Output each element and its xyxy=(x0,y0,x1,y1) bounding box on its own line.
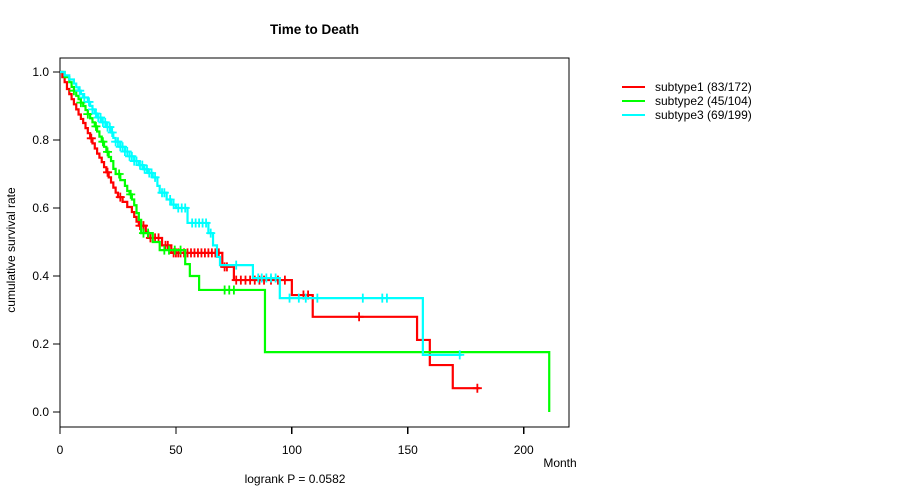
censor-plus-icon xyxy=(105,122,115,132)
censor-plus-icon xyxy=(159,188,169,198)
censor-plus-icon xyxy=(165,195,175,204)
legend-item-subtype1: subtype1 (83/172) xyxy=(622,80,752,94)
legend-line-swatch-subtype3 xyxy=(622,113,645,117)
censor-plus-icon xyxy=(312,293,322,303)
censor-plus-icon xyxy=(114,169,124,179)
censor-plus-icon xyxy=(100,117,110,127)
y-tick-label: 0.6 xyxy=(32,201,49,215)
x-tick-label: 0 xyxy=(57,443,64,457)
censor-plus-icon xyxy=(113,137,123,147)
km-step-path-subtype3 xyxy=(60,70,462,356)
km-step-path-subtype1 xyxy=(60,70,480,390)
censor-plus-icon xyxy=(382,293,392,303)
page-title: Time to Death xyxy=(269,22,359,37)
x-tick-label: 200 xyxy=(514,443,534,457)
censor-plus-icon xyxy=(98,137,108,147)
legend-label-subtype1: subtype1 (83/172) xyxy=(655,80,752,94)
censor-marks-subtype3 xyxy=(75,86,465,360)
censor-plus-icon xyxy=(75,86,85,96)
censor-plus-icon xyxy=(358,293,368,303)
y-tick-label: 0.4 xyxy=(32,269,49,283)
y-tick-label: 0.2 xyxy=(32,337,49,351)
censor-plus-icon xyxy=(79,93,89,102)
x-tick-label: 50 xyxy=(169,443,183,457)
censor-plus-icon xyxy=(271,273,281,283)
censor-plus-icon xyxy=(107,128,117,138)
censor-plus-icon xyxy=(118,142,128,152)
legend-item-subtype3: subtype3 (69/199) xyxy=(622,108,752,122)
survival-curve-subtype3 xyxy=(60,70,465,360)
legend-item-subtype2: subtype2 (45/104) xyxy=(622,94,752,108)
censor-plus-icon xyxy=(455,350,465,360)
censor-plus-icon xyxy=(354,312,364,322)
censor-plus-icon xyxy=(143,228,153,238)
axes: 0 50 100 150 200 0.0 0.2 0.4 0.6 0.8 1.0 xyxy=(32,65,534,457)
x-tick-label: 100 xyxy=(282,443,302,457)
legend-label-subtype3: subtype3 (69/199) xyxy=(655,108,752,122)
x-axis-label: Month xyxy=(543,456,577,470)
censor-plus-icon xyxy=(176,245,186,255)
legend-label-subtype2: subtype2 (45/104) xyxy=(655,94,752,108)
censor-plus-icon xyxy=(127,151,137,161)
censor-plus-icon xyxy=(163,240,173,250)
censor-plus-icon xyxy=(115,192,125,202)
x-tick-label: 150 xyxy=(398,443,418,457)
censor-plus-icon xyxy=(301,293,311,303)
censor-plus-icon xyxy=(91,121,101,131)
censor-plus-icon xyxy=(84,97,94,107)
censor-plus-icon xyxy=(103,147,113,157)
legend-line-swatch-subtype2 xyxy=(622,99,645,103)
censor-plus-icon xyxy=(76,98,86,108)
censor-plus-icon xyxy=(126,189,136,199)
survival-curve-subtype2 xyxy=(60,70,551,412)
censor-plus-icon xyxy=(206,228,216,238)
y-tick-label: 0.0 xyxy=(32,405,49,419)
censor-plus-icon xyxy=(86,133,96,143)
censor-plus-icon xyxy=(229,285,239,295)
censor-plus-icon xyxy=(201,218,211,228)
censor-plus-icon xyxy=(122,147,132,157)
y-tick-label: 0.8 xyxy=(32,133,49,147)
plot-box xyxy=(59,57,570,428)
legend-line-swatch-subtype1 xyxy=(622,85,645,89)
y-axis-label: cumulative survival rate xyxy=(4,187,18,313)
censor-plus-icon xyxy=(103,167,113,177)
censor-plus-icon xyxy=(96,113,106,123)
censor-plus-icon xyxy=(150,172,160,182)
censor-plus-icon xyxy=(180,203,190,213)
censor-plus-icon xyxy=(222,262,232,272)
censor-plus-icon xyxy=(472,383,482,393)
censor-plus-icon xyxy=(285,293,295,303)
censor-plus-icon xyxy=(83,109,93,119)
censor-plus-icon xyxy=(231,260,241,270)
logrank-annotation: logrank P = 0.0582 xyxy=(244,472,346,486)
censor-marks-subtype2 xyxy=(69,86,239,295)
censor-plus-icon xyxy=(169,200,179,210)
legend: subtype1 (83/172) subtype2 (45/104) subt… xyxy=(622,80,752,122)
y-tick-label: 1.0 xyxy=(32,65,49,79)
km-step-path-subtype2 xyxy=(60,70,551,412)
survival-curve-subtype1 xyxy=(60,70,482,393)
censor-plus-icon xyxy=(280,275,290,285)
